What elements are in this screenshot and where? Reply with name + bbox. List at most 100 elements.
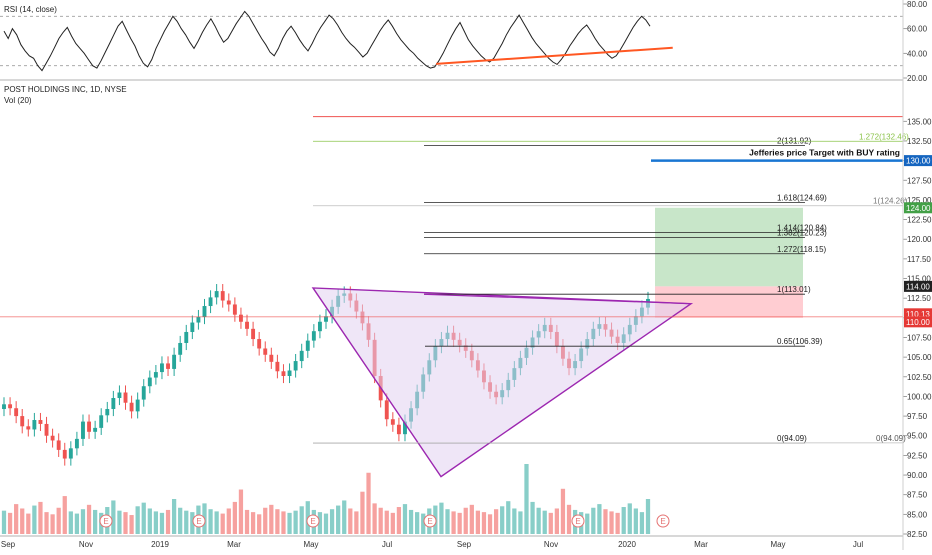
- price-tick-label: 92.50: [907, 451, 928, 460]
- candle-body: [184, 331, 189, 343]
- time-tick-label: Jul: [382, 540, 392, 549]
- rsi-y-axis: 80.00 60.00 40.00 20.00: [903, 0, 928, 83]
- candle-body: [390, 419, 395, 425]
- volume-bar: [408, 509, 414, 534]
- volume-bar: [512, 508, 517, 534]
- volume-bar: [244, 509, 250, 534]
- fib-levels[interactable]: 2(131.92)1.618(124.69)1.414(120.84)1.382…: [313, 132, 909, 444]
- price-tag-label: 114.00: [906, 282, 930, 291]
- time-tick-label: Mar: [694, 540, 708, 549]
- volume-bar: [44, 512, 49, 534]
- volume-bar: [396, 507, 402, 534]
- earnings-marker[interactable]: [306, 514, 320, 528]
- fib-label: 0(94.09): [777, 434, 807, 443]
- position-zones[interactable]: [655, 207, 803, 318]
- fib-label: 1.618(124.69): [777, 193, 827, 202]
- earnings-marker[interactable]: [656, 514, 670, 528]
- fib-label: 1(113.01): [777, 285, 811, 294]
- volume-bar: [530, 501, 535, 534]
- volume-bar: [14, 504, 19, 534]
- candle-body: [220, 291, 225, 301]
- volume-bar: [487, 514, 493, 534]
- candle-body: [141, 386, 146, 400]
- overlays[interactable]: Jefferies price Target with BUY rating: [0, 116, 903, 318]
- time-tick-label: 2019: [151, 540, 169, 549]
- price-tag-entry: [904, 280, 932, 292]
- volume-bar: [7, 512, 13, 534]
- volume-bar: [257, 514, 262, 534]
- candle-body: [202, 306, 207, 318]
- time-tick-label: May: [770, 540, 785, 549]
- rsi-tick-label: 80.00: [907, 0, 928, 9]
- rsi-trendline[interactable]: [436, 46, 673, 65]
- candle-body: [287, 370, 292, 376]
- candle-body: [93, 427, 98, 432]
- jefferies-target-label: Jefferies price Target with BUY rating: [749, 148, 900, 158]
- volume-bar: [190, 512, 195, 534]
- volume-bar: [153, 511, 159, 534]
- price-tick-label: 85.00: [907, 510, 928, 519]
- earnings-marker[interactable]: [423, 514, 437, 528]
- triangle-pattern[interactable]: [311, 287, 694, 478]
- price-tag-current: [904, 308, 932, 320]
- earnings-marker-label: E: [103, 517, 108, 526]
- candle-body: [311, 331, 316, 341]
- volume-bar: [74, 513, 80, 534]
- earnings-marker-label: E: [196, 517, 201, 526]
- earnings-marker[interactable]: [99, 514, 113, 528]
- triangle-top-edge[interactable]: [423, 293, 692, 305]
- rsi-series: [3, 10, 673, 72]
- earnings-marker-label: E: [310, 517, 315, 526]
- volume-bars: [1, 464, 651, 534]
- time-tick-label: Nov: [79, 540, 93, 549]
- candle-body: [396, 424, 401, 435]
- volume-bar: [621, 507, 626, 534]
- volume-bar: [323, 513, 329, 534]
- volume-bar: [135, 506, 140, 534]
- volume-bar: [445, 509, 450, 534]
- earnings-marker[interactable]: [571, 514, 585, 528]
- candle-body: [403, 421, 407, 435]
- price-tag-target: [904, 155, 932, 167]
- volume-bar: [238, 489, 244, 534]
- volume-bar: [354, 511, 359, 534]
- loss-zone[interactable]: [655, 286, 803, 318]
- earnings-marker[interactable]: [192, 514, 206, 528]
- fib-label: 1.414(120.84): [777, 224, 827, 233]
- symbol-label: POST HOLDINGS INC, 1D, NYSE: [4, 85, 127, 94]
- volume-bar: [214, 511, 219, 534]
- volume-bar: [627, 503, 632, 534]
- volume-bar: [554, 508, 559, 534]
- candle-body: [135, 399, 140, 412]
- price-tag-tp: [904, 202, 932, 214]
- fib-label: 0.65(106.39): [777, 337, 823, 346]
- rsi-grid: [0, 15, 903, 67]
- price-tick-label: 100.00: [907, 392, 932, 401]
- volume-bar: [451, 511, 456, 534]
- candle-body: [26, 426, 31, 430]
- earnings-marker-label: E: [427, 517, 432, 526]
- volume-bar: [111, 500, 116, 534]
- volume-bar: [232, 501, 237, 534]
- rsi-tick-label: 60.00: [907, 25, 928, 34]
- volume-bar: [293, 510, 298, 534]
- candle-body: [62, 449, 67, 459]
- volume-bar: [32, 505, 37, 534]
- profit-zone[interactable]: [655, 207, 803, 287]
- candle-body: [14, 408, 19, 417]
- volume-bar: [542, 510, 547, 534]
- time-tick-label: Jul: [853, 540, 863, 549]
- volume-bar: [645, 499, 651, 534]
- volume-bar: [165, 509, 171, 534]
- candle-body: [317, 321, 322, 332]
- candle-body: [74, 438, 79, 449]
- volume-bar: [348, 508, 353, 534]
- volume-bar: [439, 502, 444, 534]
- candle-body: [38, 420, 43, 424]
- triangle-shape[interactable]: [311, 287, 694, 478]
- price-tag-stop: [904, 316, 932, 328]
- price-tick-label: 120.00: [907, 235, 932, 244]
- time-tick-label: Sep: [457, 540, 472, 549]
